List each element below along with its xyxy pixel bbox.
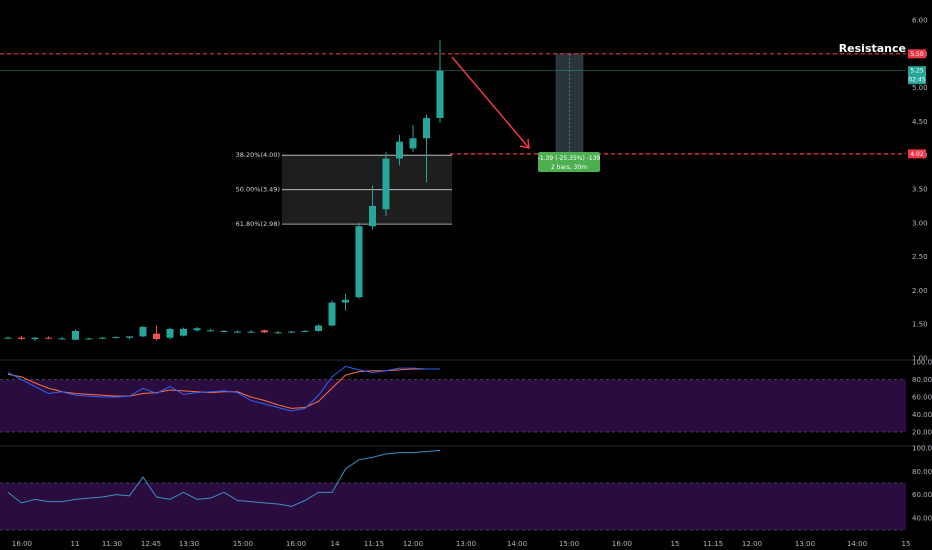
candle (288, 330, 295, 333)
candle (153, 325, 160, 341)
fib-label-382: 38.20%(4.00) (236, 151, 280, 159)
candle (112, 336, 120, 339)
oscillator-panel[interactable]: 100.00 80.00 60.00 40.00 (0, 445, 932, 531)
candle (301, 330, 309, 333)
candle (18, 335, 25, 340)
time-tick-label: 11:15 (703, 540, 723, 548)
time-tick-label: 13:00 (795, 540, 815, 548)
price-tick-label: 4.50 (912, 118, 928, 126)
rsi-tick-label: 100.00 (912, 359, 932, 367)
price-tick-label: 3.50 (912, 186, 928, 194)
rsi-tick-label: 40.00 (912, 411, 932, 419)
time-tick-label: 16:00 (286, 540, 306, 548)
time-tick-label: 14:00 (507, 540, 527, 548)
price-range-measure[interactable] (555, 53, 584, 155)
time-tick-label: 11:15 (364, 540, 384, 548)
resistance-annotation[interactable]: Resistance (839, 42, 906, 55)
time-tick-label: 15:00 (559, 540, 579, 548)
time-tick-label: 11 (71, 540, 80, 548)
candle (261, 329, 268, 333)
rsi-line (7, 365, 440, 412)
osc-tick-label: 40.00 (912, 515, 932, 523)
candle (193, 326, 201, 332)
rsi-tick-label: 20.00 (912, 429, 932, 437)
fib-label-618: 61.80%(2.98) (236, 220, 280, 228)
price-tick-label: 1.00 (912, 355, 928, 363)
time-tick-label: 12:00 (403, 540, 423, 548)
candle (139, 326, 147, 338)
price-tick-label: 6.00 (912, 17, 928, 25)
price-tick-label: 3.00 (912, 219, 928, 227)
price-tick-label: 2.50 (912, 253, 928, 261)
candle (31, 337, 39, 342)
candle (4, 336, 12, 340)
price-tick-label: 5.00 (912, 84, 928, 92)
candle (220, 329, 228, 333)
candle (409, 124, 417, 152)
time-tick-label: 15:00 (233, 540, 253, 548)
svg-text:5.25: 5.25 (910, 68, 924, 75)
candle (58, 337, 66, 340)
time-tick-label: 13:00 (456, 540, 476, 548)
time-tick-label: 13:30 (179, 540, 199, 548)
candle (85, 337, 93, 340)
price-tick-label: 2.00 (912, 287, 928, 295)
candle (274, 330, 282, 334)
fib-label-500: 50.00%(3.49) (236, 186, 280, 194)
candle (342, 293, 349, 311)
time-tick-label: 15 (902, 540, 911, 548)
candle (45, 336, 52, 340)
measure-label-line1: -1.39 (-25.35%) -139 (538, 155, 601, 162)
candle (207, 328, 214, 332)
candle (423, 114, 430, 183)
osc-line (7, 449, 441, 507)
candlestick-series (4, 40, 444, 342)
svg-text:02:45: 02:45 (908, 77, 925, 84)
rsi-tick-label: 80.00 (912, 376, 932, 384)
candle (396, 134, 403, 166)
candle (234, 330, 241, 333)
candle (126, 336, 133, 340)
time-tick-label: 11:30 (102, 540, 122, 548)
fibonacci-retracement[interactable]: 38.20%(4.00) 50.00%(3.49) 61.80%(2.98) (236, 151, 452, 228)
rsi-panel[interactable]: 100.00 80.00 60.00 40.00 20.00 (0, 359, 932, 437)
rsi-signal-line (7, 368, 440, 409)
candle (355, 222, 363, 299)
time-tick-label: 16:00 (12, 540, 32, 548)
time-tick-label: 12:00 (742, 540, 762, 548)
candle (247, 330, 255, 333)
rsi-tick-label: 60.00 (912, 394, 932, 402)
price-tag-current: 5.25 02:45 (908, 66, 926, 85)
time-tick-label: 15 (671, 540, 680, 548)
svg-text:4.02: 4.02 (910, 151, 924, 158)
candle (436, 40, 444, 123)
candle (328, 300, 336, 327)
projection-arrow[interactable] (451, 56, 530, 149)
candle (369, 185, 376, 230)
candle (72, 329, 79, 341)
osc-tick-label: 100.00 (912, 445, 932, 453)
osc-tick-label: 60.00 (912, 491, 932, 499)
time-tick-label: 12:45 (141, 540, 161, 548)
rsi-band (0, 379, 906, 432)
candle (99, 337, 106, 340)
osc-band (0, 483, 906, 530)
time-tick-label: 14 (331, 540, 340, 548)
measure-label-line2: 2 bars, 30m (551, 164, 587, 171)
price-tag-resistance: 5.50 (908, 49, 926, 59)
time-tick-label: 14:00 (847, 540, 867, 548)
time-tick-label: 16:00 (612, 540, 632, 548)
time-axis[interactable]: 16:00 11 11:30 12:45 13:30 15:00 16:00 14 11:15 1… (12, 540, 911, 548)
candle (315, 324, 322, 332)
candle (166, 327, 174, 340)
candle (382, 151, 390, 217)
candle (180, 327, 187, 337)
svg-text:5.50: 5.50 (910, 51, 924, 58)
price-tag-target: 4.02 (908, 149, 926, 159)
osc-tick-label: 80.00 (912, 468, 932, 476)
measure-label: -1.39 (-25.35%) -139 2 bars, 30m (538, 152, 601, 172)
price-tick-label: 1.50 (912, 321, 928, 329)
